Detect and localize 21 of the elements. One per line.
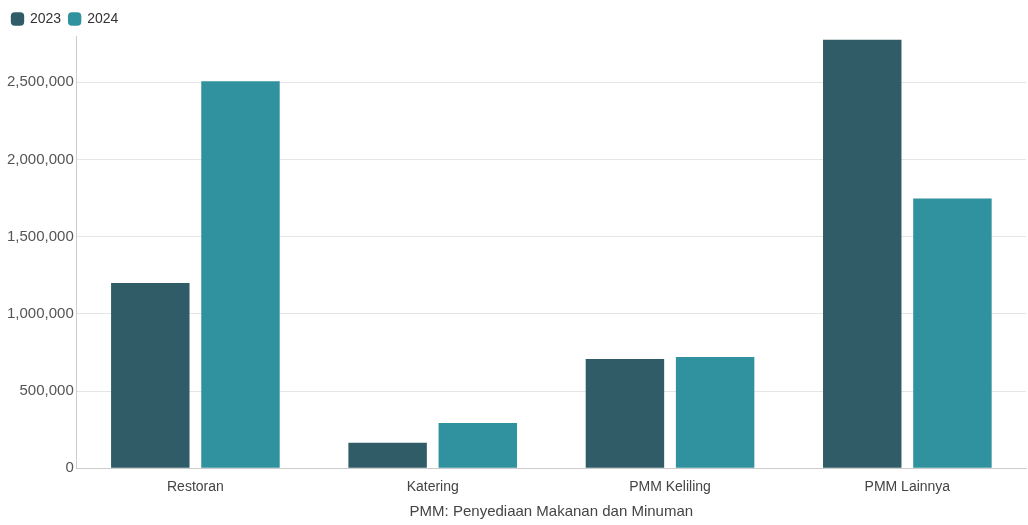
bar [201,81,280,468]
y-tick-label: 2,500,000 [7,72,74,90]
y-tick-label: 2,000,000 [7,149,74,167]
bar [438,422,518,468]
legend-label: 2024 [87,9,119,26]
y-tick-label: 1,500,000 [7,226,74,244]
bar [111,282,190,468]
y-tick-label: 0 [65,458,74,476]
x-tick-label: PMM Lainnya [864,478,951,495]
x-tick-label: Katering [406,478,459,495]
x-tick-label: PMM Keliling [629,478,711,495]
y-tick-label: 1,000,000 [7,303,74,321]
bar [823,39,902,468]
bar [675,357,755,468]
x-tick-label: Restoran [166,478,224,495]
bar [913,198,992,468]
bar [348,442,427,468]
y-tick-label: 500,000 [19,381,74,399]
legend-label: 2023 [30,9,62,26]
x-axis-title: PMM: Penyediaan Makanan dan Minuman [409,502,694,520]
bar [585,359,665,468]
